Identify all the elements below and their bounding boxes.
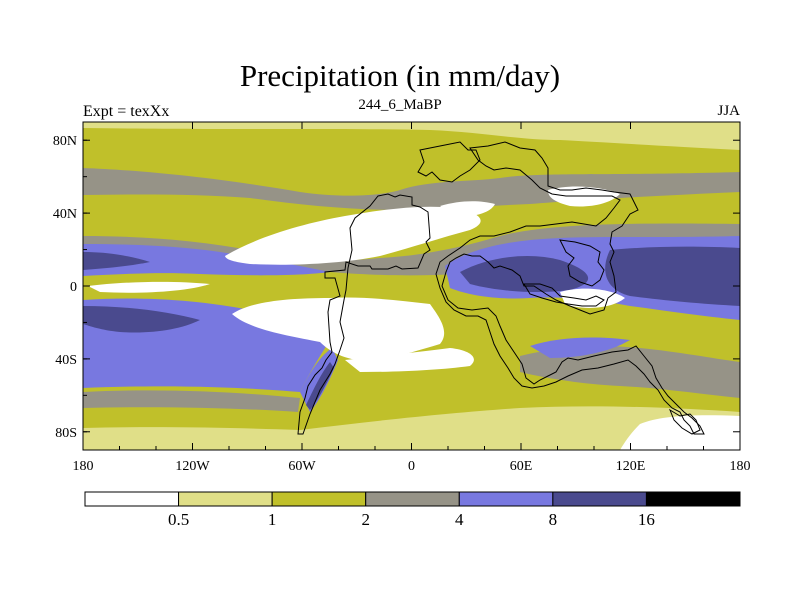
colorbar-swatch xyxy=(84,491,180,507)
continent-outlines xyxy=(297,141,705,435)
colorbar-swatch xyxy=(458,491,554,507)
tropical-darkblue-belt xyxy=(83,252,150,270)
southern-light-band xyxy=(83,406,740,450)
colorbar-swatch xyxy=(271,491,367,507)
colorbar: 0.5 1 2 4 8 16 xyxy=(84,491,741,529)
arctic-light-band xyxy=(83,122,740,150)
colorbar-label: 4 xyxy=(455,510,464,529)
lat-tick-label: 80S xyxy=(55,426,77,441)
monsoon-darkblue xyxy=(460,256,589,292)
lon-tick-label: 60E xyxy=(510,459,533,474)
colorbar-swatch xyxy=(365,491,460,507)
lon-tick-label: 60W xyxy=(288,459,316,474)
colorbar-label: 2 xyxy=(361,510,370,529)
colorbar-label: 0.5 xyxy=(168,510,189,529)
southern-darkblue-belt xyxy=(83,306,200,333)
maritime-outline xyxy=(523,283,605,307)
south-atlantic-darkblue xyxy=(306,362,334,410)
north-africa-dry xyxy=(440,201,495,217)
equatorial-dry xyxy=(88,281,210,293)
colorbar-swatch xyxy=(552,491,647,507)
lon-tick-label: 180 xyxy=(730,459,751,474)
lon-tick-label: 120W xyxy=(175,459,210,474)
lat-tick-label: 40S xyxy=(55,353,77,368)
antarctic-margin-outline xyxy=(668,408,701,435)
lon-tick-label: 180 xyxy=(73,459,94,474)
lon-tick-label: 0 xyxy=(408,459,415,474)
southern-gray-belt xyxy=(83,390,300,412)
south-atlantic-dry xyxy=(345,348,474,372)
tropical-blue-belt xyxy=(83,244,330,276)
lon-tick-label: 120E xyxy=(616,459,646,474)
longitude-ticks: 180 120W 60W 0 60E 120E 180 xyxy=(73,122,751,474)
colorbar-label: 8 xyxy=(549,510,558,529)
season-label: JJA xyxy=(717,103,740,119)
experiment-label: Expt = texXx xyxy=(83,103,170,120)
antarctic-dry xyxy=(620,415,740,450)
colorbar-swatch xyxy=(178,491,273,507)
colorbar-label: 1 xyxy=(268,510,277,529)
south-pacific-dry xyxy=(232,297,445,361)
precipitation-field xyxy=(83,122,740,450)
lat-tick-label: 0 xyxy=(70,280,77,295)
north-pacific-dry xyxy=(225,206,481,265)
latitude-ticks: 80N 40N 0 40S 80S xyxy=(53,134,740,441)
americas-outline xyxy=(297,193,431,435)
australia-dry xyxy=(560,288,625,308)
lat-tick-label: 80N xyxy=(53,134,77,149)
eurasia-africa-outline xyxy=(435,141,705,435)
period-label: 244_6_MaBP xyxy=(358,97,442,113)
greenland-outline xyxy=(417,141,481,183)
colorbar-label: 16 xyxy=(638,510,655,529)
plot-title: Precipitation (in mm/day) xyxy=(239,58,561,93)
lat-tick-label: 40N xyxy=(53,207,77,222)
central-asia-dry xyxy=(548,186,620,207)
southeast-asia-outline xyxy=(559,239,605,287)
west-pacific-darkblue xyxy=(605,246,740,306)
indian-ocean-blue xyxy=(530,337,630,358)
colorbar-swatch xyxy=(645,491,741,507)
